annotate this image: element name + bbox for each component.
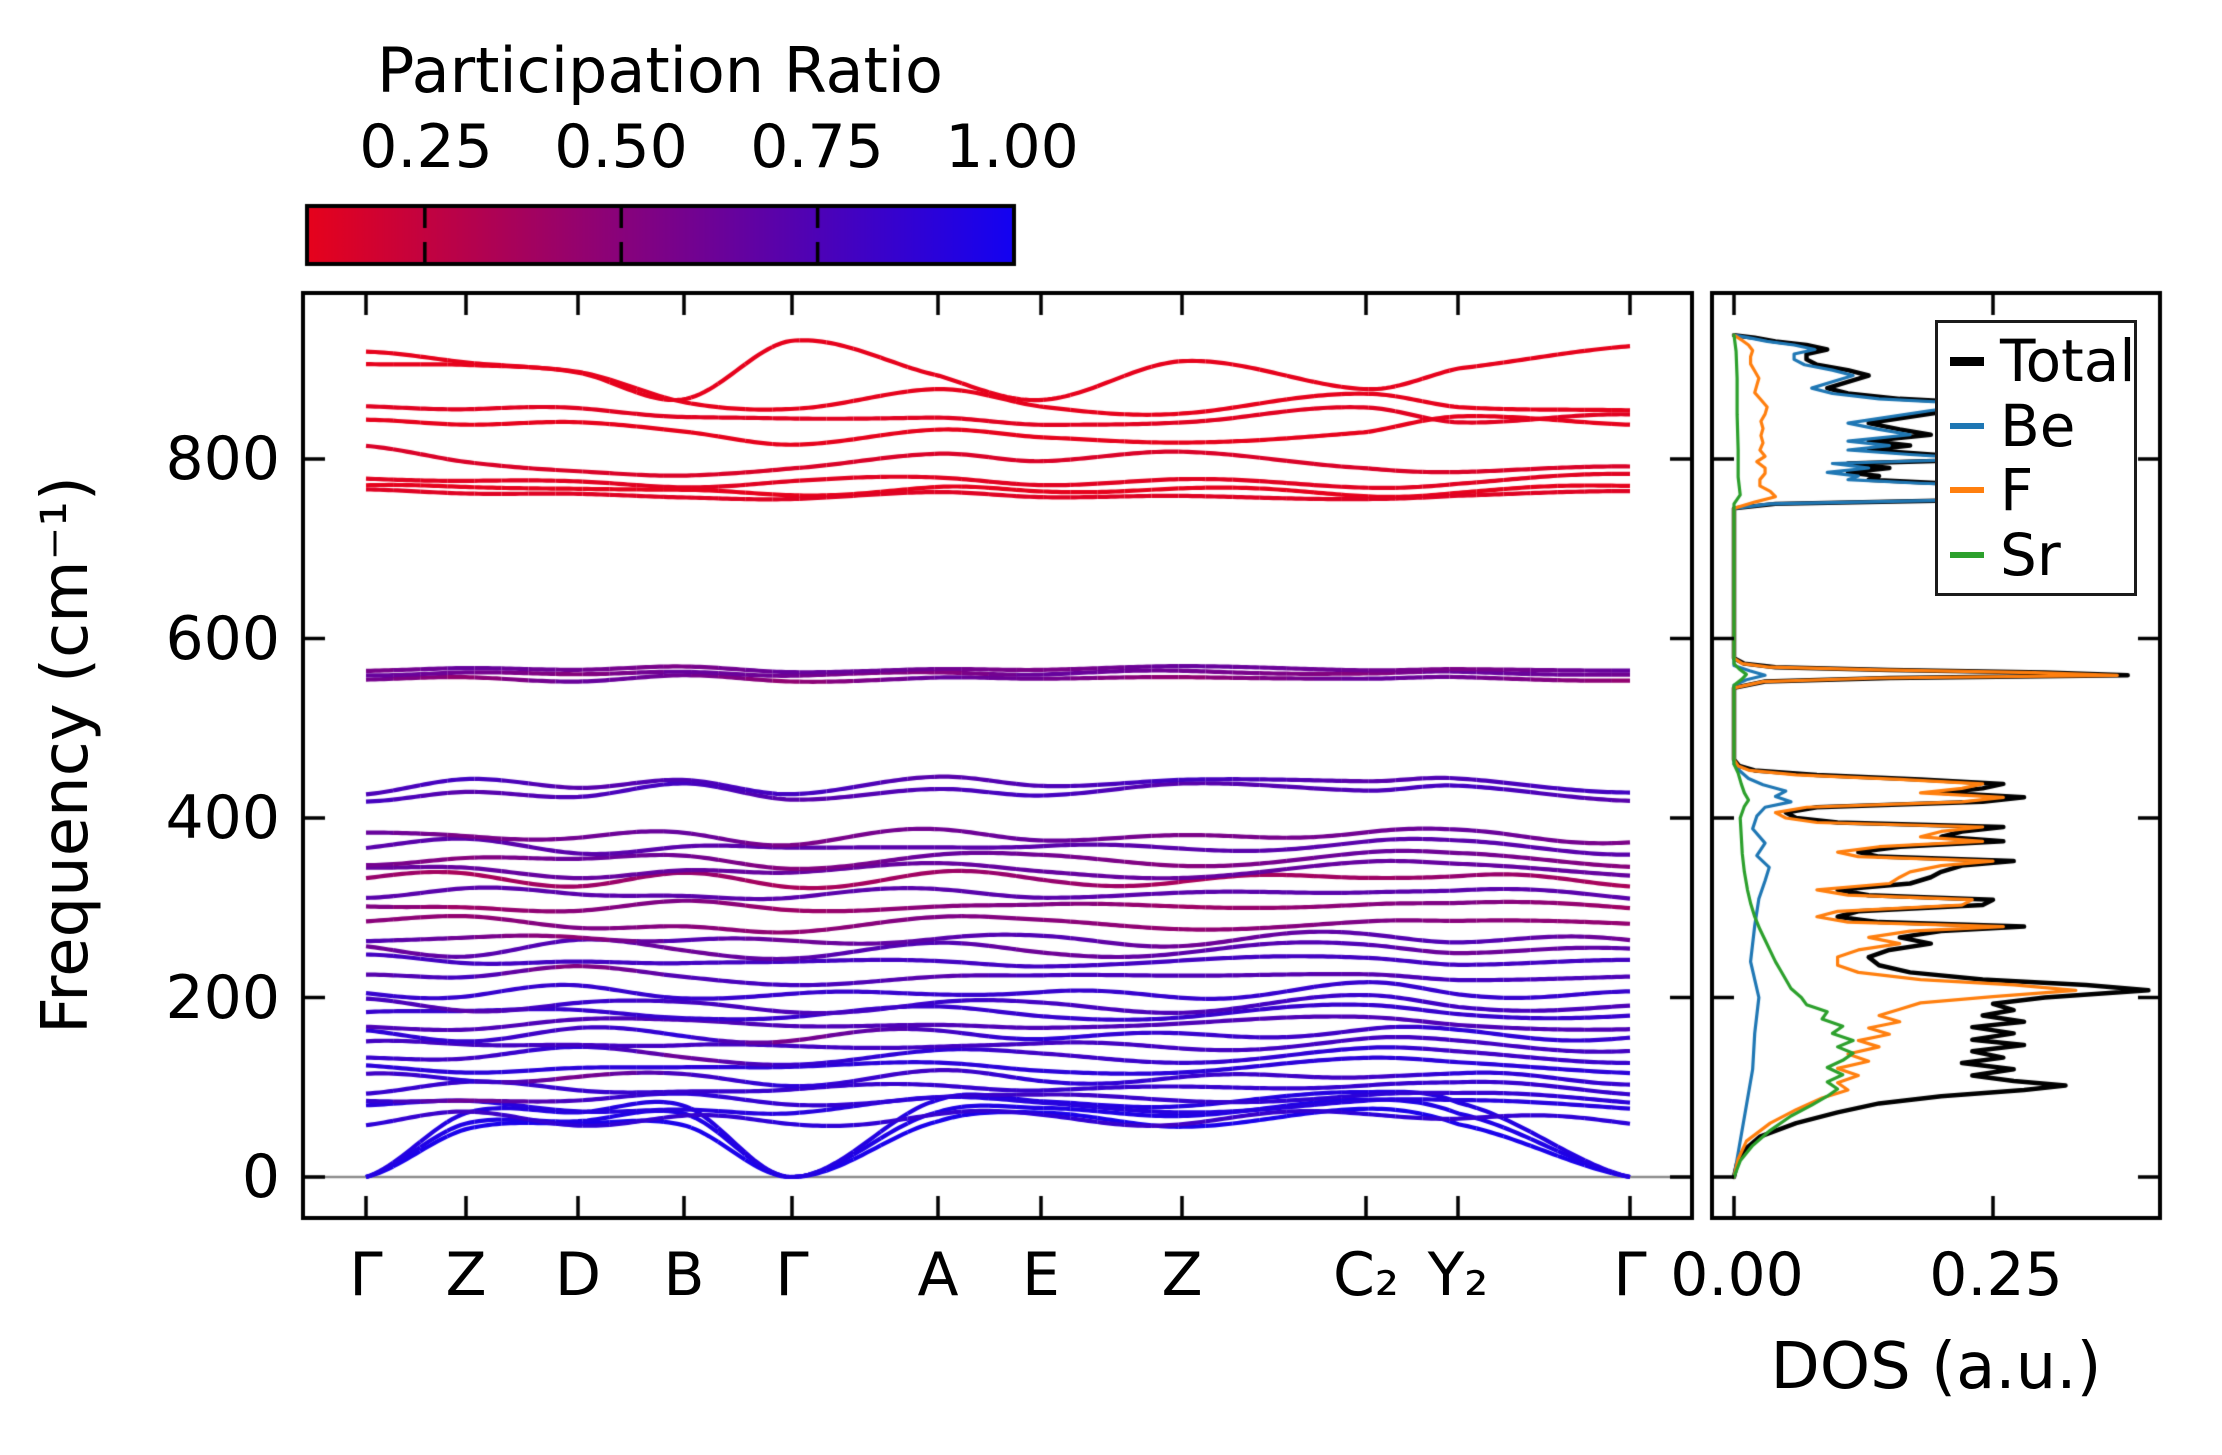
x-tick-label-y2: Y₂ (1427, 1240, 1489, 1310)
legend-label-total: Total (2000, 327, 2136, 396)
legend-item-sr: Sr (1950, 526, 2134, 584)
colorbar-tick-label: 0.75 (750, 112, 884, 182)
dos-tick-label-0: 0.00 (1670, 1240, 1804, 1310)
legend-label-sr: Sr (2000, 520, 2061, 589)
legend-item-f: F (1950, 461, 2134, 519)
x-tick-label-a: A (917, 1240, 959, 1310)
legend-label-f: F (2000, 456, 2034, 525)
legend-item-total: Total (1950, 327, 2136, 396)
colorbar-tick-label: 0.25 (359, 112, 493, 182)
total-line-swatch (1950, 356, 1984, 366)
y-tick-label: 800 (165, 424, 280, 494)
x-tick-label-gamma3: Γ (1613, 1240, 1647, 1310)
x-tick-label-gamma2: Γ (775, 1240, 809, 1310)
y-axis-label: Frequency (cm⁻¹) (29, 476, 103, 1034)
x-tick-label-c2: C₂ (1333, 1240, 1399, 1310)
x-tick-label-e: E (1022, 1240, 1060, 1310)
dos-tick-label-025: 0.25 (1929, 1240, 2063, 1310)
x-tick-label-z2: Z (1161, 1240, 1203, 1310)
legend-item-be: Be (1950, 397, 2134, 455)
y-tick-label: 600 (165, 604, 280, 674)
x-tick-label-z1: Z (445, 1240, 487, 1310)
y-tick-label: 200 (165, 963, 280, 1033)
be-line-swatch (1950, 422, 1984, 429)
legend-label-be: Be (2000, 391, 2076, 460)
x-tick-label-b: B (663, 1240, 705, 1310)
dos-axis-label: DOS (a.u.) (1770, 1330, 2102, 1404)
sr-line-swatch (1950, 551, 1984, 558)
x-tick-label-d: D (554, 1240, 602, 1310)
y-tick-label: 0 (241, 1142, 280, 1212)
dos-legend: Total Be F Sr (1935, 320, 2137, 596)
colorbar-tick-label: 1.00 (945, 112, 1079, 182)
y-tick-label: 400 (165, 783, 280, 853)
f-line-swatch (1950, 487, 1984, 494)
colorbar-tick-label: 0.50 (554, 112, 688, 182)
colorbar-title: Participation Ratio (377, 34, 943, 107)
x-tick-label-gamma1: Γ (349, 1240, 383, 1310)
